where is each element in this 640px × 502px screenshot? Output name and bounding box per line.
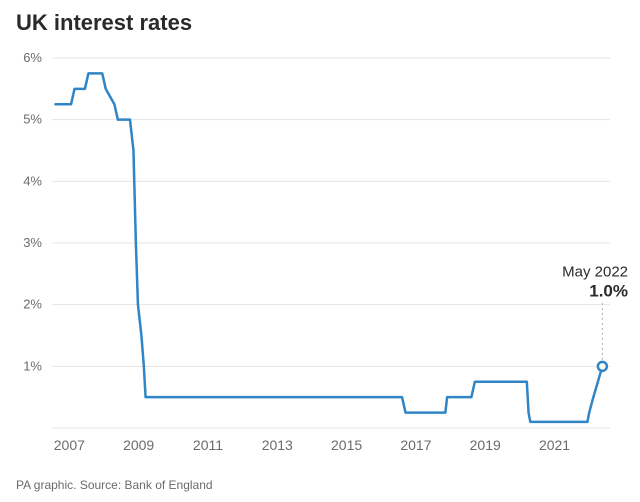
current-rate-marker bbox=[598, 362, 607, 371]
y-axis-tick-label: 4% bbox=[23, 173, 42, 188]
interest-rate-line bbox=[55, 73, 602, 421]
x-axis-tick-label: 2015 bbox=[331, 437, 362, 453]
y-axis-tick-label: 1% bbox=[23, 358, 42, 373]
chart-container: UK interest rates 1% 2% 3% 4% 5% 6% 2007 2009 20… bbox=[0, 0, 640, 502]
x-axis-tick-label: 2011 bbox=[193, 437, 223, 453]
y-axis-tick-label: 6% bbox=[23, 50, 42, 65]
x-axis-tick-label: 2019 bbox=[470, 437, 501, 453]
callout-date-label: May 2022 bbox=[562, 264, 628, 281]
y-axis-tick-label: 5% bbox=[23, 112, 42, 127]
chart-plot-area: 1% 2% 3% 4% 5% 6% 2007 2009 2011 2013 2015 2017 2019… bbox=[0, 44, 640, 474]
chart-title: UK interest rates bbox=[16, 10, 192, 36]
y-axis-tick-label: 3% bbox=[23, 235, 42, 250]
x-axis-tick-label: 2007 bbox=[54, 437, 85, 453]
source-attribution: PA graphic. Source: Bank of England bbox=[16, 478, 213, 492]
x-axis-tick-label: 2009 bbox=[123, 437, 154, 453]
x-axis-tick-label: 2013 bbox=[262, 437, 293, 453]
line-chart-svg: 1% 2% 3% 4% 5% 6% 2007 2009 2011 2013 2015 2017 2019… bbox=[0, 44, 640, 474]
y-axis-tick-label: 2% bbox=[23, 297, 42, 312]
x-axis-tick-label: 2021 bbox=[539, 437, 570, 453]
callout-value-label: 1.0% bbox=[589, 282, 628, 301]
x-axis-tick-label: 2017 bbox=[400, 437, 431, 453]
